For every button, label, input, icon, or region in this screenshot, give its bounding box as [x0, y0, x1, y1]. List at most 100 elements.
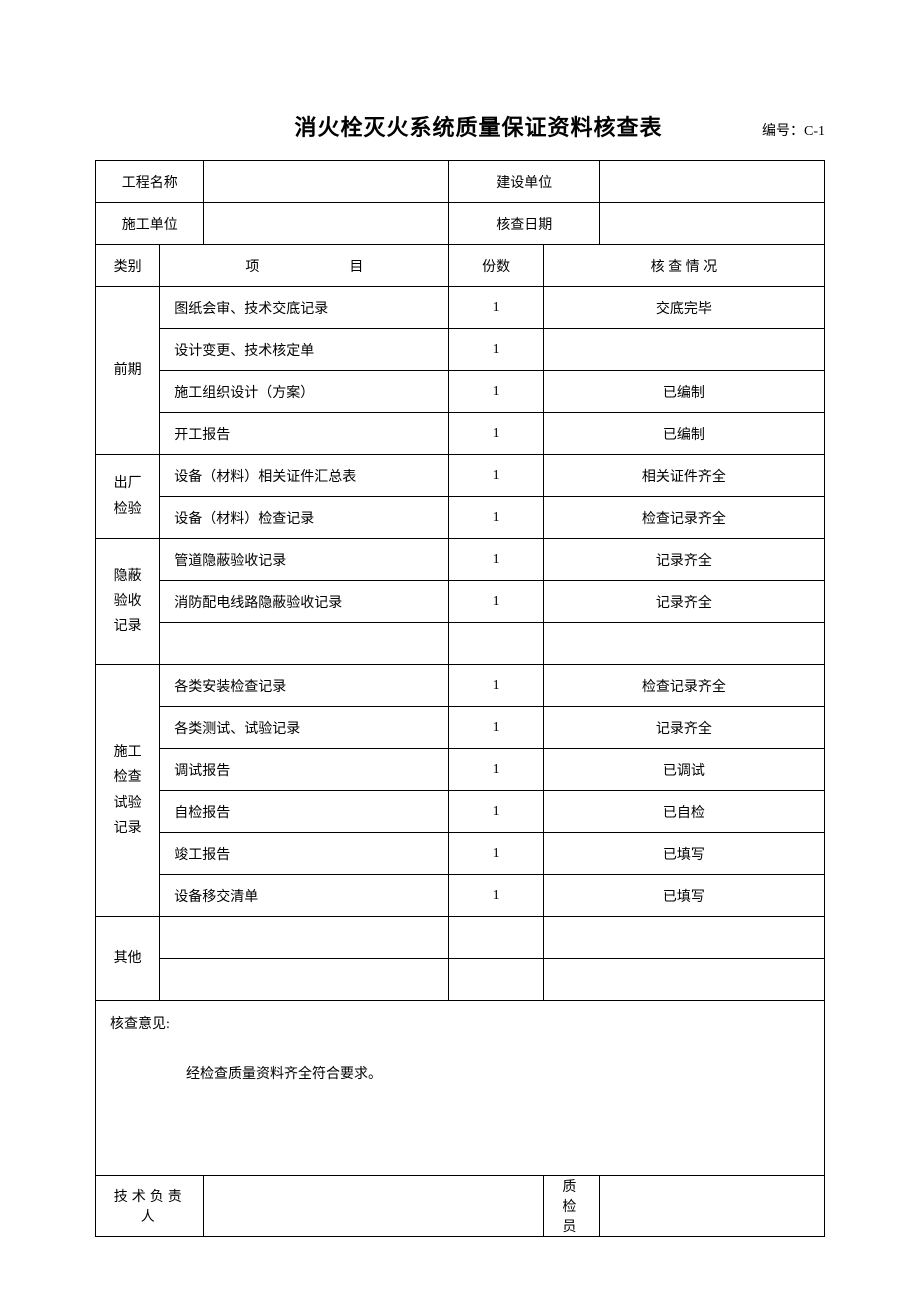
- item-cell: [160, 917, 449, 959]
- item-cell: 设备（材料）检查记录: [160, 497, 449, 539]
- table-row: 调试报告 1 已调试: [96, 749, 825, 791]
- item-cell: [160, 623, 449, 665]
- col-category: 类别: [96, 245, 160, 287]
- count-cell: 1: [449, 371, 543, 413]
- table-row: 设备移交清单 1 已填写: [96, 875, 825, 917]
- inspection-table: 工程名称 建设单位 施工单位 核查日期 类别 项目 份数 核 查 情 况 前期 …: [95, 160, 825, 1237]
- column-header-row: 类别 项目 份数 核 查 情 况: [96, 245, 825, 287]
- item-cell: 各类安装检查记录: [160, 665, 449, 707]
- item-cell: 开工报告: [160, 413, 449, 455]
- category-cell: 前期: [96, 287, 160, 455]
- status-cell: 已编制: [543, 413, 824, 455]
- signature-row: 技术负责人 质 检 员: [96, 1176, 825, 1237]
- item-cell: [160, 959, 449, 1001]
- item-cell: 设备（材料）相关证件汇总表: [160, 455, 449, 497]
- col-status: 核 查 情 况: [543, 245, 824, 287]
- status-cell: 已自检: [543, 791, 824, 833]
- count-cell: 1: [449, 707, 543, 749]
- status-cell: 已填写: [543, 875, 824, 917]
- status-cell: 交底完毕: [543, 287, 824, 329]
- opinion-row: 核查意见: 经检查质量资料齐全符合要求。: [96, 1001, 825, 1176]
- table-row: 隐蔽 验收 记录 管道隐蔽验收记录 1 记录齐全: [96, 539, 825, 581]
- inspector-label: 质 检 员: [543, 1176, 599, 1237]
- table-row: 前期 图纸会审、技术交底记录 1 交底完毕: [96, 287, 825, 329]
- document-number: 编号：C-1: [762, 120, 825, 140]
- status-cell: 相关证件齐全: [543, 455, 824, 497]
- status-cell: [543, 959, 824, 1001]
- table-row: 自检报告 1 已自检: [96, 791, 825, 833]
- category-cell: 其他: [96, 917, 160, 1001]
- table-row: 开工报告 1 已编制: [96, 413, 825, 455]
- col-item-left: 项: [245, 260, 259, 275]
- check-date-value: [600, 203, 825, 245]
- item-cell: 竣工报告: [160, 833, 449, 875]
- opinion-text: 经检查质量资料齐全符合要求。: [110, 1061, 810, 1089]
- status-cell: 已调试: [543, 749, 824, 791]
- inspector-value: [600, 1176, 825, 1237]
- table-row: [96, 623, 825, 665]
- category-cell: 出厂 检验: [96, 455, 160, 539]
- status-cell: 记录齐全: [543, 707, 824, 749]
- item-cell: 设计变更、技术核定单: [160, 329, 449, 371]
- project-name-label: 工程名称: [96, 161, 204, 203]
- item-cell: 各类测试、试验记录: [160, 707, 449, 749]
- category-cell: 施工 检查 试验 记录: [96, 665, 160, 917]
- tech-leader-value: [204, 1176, 543, 1237]
- col-item: 项目: [160, 245, 449, 287]
- contractor-label: 施工单位: [96, 203, 204, 245]
- count-cell: 1: [449, 455, 543, 497]
- count-cell: 1: [449, 791, 543, 833]
- opinion-cell: 核查意见: 经检查质量资料齐全符合要求。: [96, 1001, 825, 1176]
- check-date-label: 核查日期: [449, 203, 600, 245]
- status-cell: 已编制: [543, 371, 824, 413]
- status-cell: 已填写: [543, 833, 824, 875]
- table-row: 出厂 检验 设备（材料）相关证件汇总表 1 相关证件齐全: [96, 455, 825, 497]
- status-cell: 检查记录齐全: [543, 665, 824, 707]
- opinion-label: 核查意见:: [110, 1011, 810, 1039]
- document-header: 消火栓灭火系统质量保证资料核查表 编号：C-1: [95, 110, 825, 142]
- count-cell: 1: [449, 329, 543, 371]
- item-cell: 设备移交清单: [160, 875, 449, 917]
- count-cell: 1: [449, 497, 543, 539]
- table-row: 各类测试、试验记录 1 记录齐全: [96, 707, 825, 749]
- status-cell: 检查记录齐全: [543, 497, 824, 539]
- count-cell: 1: [449, 665, 543, 707]
- table-row: 其他: [96, 917, 825, 959]
- info-row-2: 施工单位 核查日期: [96, 203, 825, 245]
- count-cell: 1: [449, 581, 543, 623]
- count-cell: 1: [449, 875, 543, 917]
- table-row: 竣工报告 1 已填写: [96, 833, 825, 875]
- item-cell: 调试报告: [160, 749, 449, 791]
- status-cell: [543, 623, 824, 665]
- col-count: 份数: [449, 245, 543, 287]
- table-row: 设备（材料）检查记录 1 检查记录齐全: [96, 497, 825, 539]
- table-row: 消防配电线路隐蔽验收记录 1 记录齐全: [96, 581, 825, 623]
- count-cell: [449, 917, 543, 959]
- count-cell: 1: [449, 287, 543, 329]
- count-cell: 1: [449, 833, 543, 875]
- construction-unit-value: [600, 161, 825, 203]
- col-item-right: 目: [349, 260, 363, 275]
- count-cell: [449, 959, 543, 1001]
- table-row: 施工组织设计（方案） 1 已编制: [96, 371, 825, 413]
- contractor-value: [204, 203, 449, 245]
- item-cell: 图纸会审、技术交底记录: [160, 287, 449, 329]
- table-row: 施工 检查 试验 记录 各类安装检查记录 1 检查记录齐全: [96, 665, 825, 707]
- category-cell: 隐蔽 验收 记录: [96, 539, 160, 665]
- table-row: [96, 959, 825, 1001]
- item-cell: 施工组织设计（方案）: [160, 371, 449, 413]
- item-cell: 自检报告: [160, 791, 449, 833]
- item-cell: 管道隐蔽验收记录: [160, 539, 449, 581]
- tech-leader-label: 技术负责人: [96, 1176, 204, 1237]
- status-cell: [543, 329, 824, 371]
- construction-unit-label: 建设单位: [449, 161, 600, 203]
- info-row-1: 工程名称 建设单位: [96, 161, 825, 203]
- project-name-value: [204, 161, 449, 203]
- count-cell: 1: [449, 539, 543, 581]
- status-cell: [543, 917, 824, 959]
- item-cell: 消防配电线路隐蔽验收记录: [160, 581, 449, 623]
- count-cell: 1: [449, 749, 543, 791]
- table-row: 设计变更、技术核定单 1: [96, 329, 825, 371]
- status-cell: 记录齐全: [543, 581, 824, 623]
- page-title: 消火栓灭火系统质量保证资料核查表: [95, 110, 762, 142]
